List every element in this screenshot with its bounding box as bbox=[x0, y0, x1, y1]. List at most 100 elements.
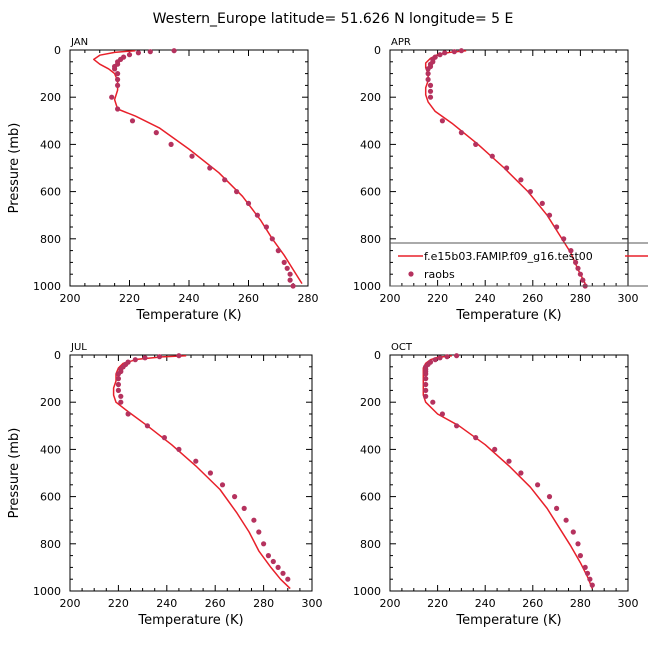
raobs-point bbox=[580, 277, 586, 283]
y-tick-label: 200 bbox=[40, 91, 61, 104]
x-tick-label: 300 bbox=[618, 597, 639, 610]
panels: JAN 200 220 240 260 280 0 200 400 600 800 1000 Tempe… bbox=[7, 37, 648, 628]
raobs-point bbox=[261, 541, 267, 547]
x-tick-label: 260 bbox=[205, 597, 226, 610]
raobs-point bbox=[527, 189, 534, 195]
y-axis-label: Pressure (mb) bbox=[7, 428, 22, 519]
raobs-point bbox=[270, 558, 276, 565]
raobs-point bbox=[518, 177, 524, 183]
raobs-point bbox=[489, 153, 495, 159]
raobs-point bbox=[492, 446, 498, 452]
raobs-point bbox=[115, 381, 121, 388]
raobs-point bbox=[287, 271, 293, 277]
raobs-point bbox=[575, 541, 581, 547]
x-tick-label: 260 bbox=[522, 292, 543, 305]
raobs-point bbox=[584, 570, 591, 576]
x-tick-label: 200 bbox=[60, 597, 81, 610]
raobs-point bbox=[125, 411, 131, 417]
y-tick-label: 600 bbox=[360, 491, 381, 504]
raobs-point bbox=[207, 165, 213, 171]
raobs-point bbox=[437, 355, 443, 361]
raobs-point bbox=[425, 76, 431, 83]
raobs-point bbox=[442, 50, 448, 56]
raobs-point bbox=[256, 529, 262, 535]
y-tick-label: 0 bbox=[54, 349, 61, 362]
panel-label: JAN bbox=[70, 37, 88, 48]
raobs-point bbox=[423, 371, 429, 377]
x-tick-label: 220 bbox=[427, 292, 448, 305]
raobs-point bbox=[425, 71, 431, 77]
x-axis-label: Temperature (K) bbox=[137, 613, 243, 628]
x-tick-label: 220 bbox=[108, 597, 129, 610]
raobs-point bbox=[546, 494, 553, 500]
raobs-point bbox=[568, 248, 574, 254]
raobs-point bbox=[287, 277, 293, 283]
x-tick-label: 220 bbox=[119, 292, 140, 305]
legend-obs-label: raobs bbox=[424, 268, 455, 281]
raobs-point bbox=[234, 189, 240, 195]
raobs-point bbox=[263, 224, 269, 230]
x-tick-label: 220 bbox=[427, 597, 448, 610]
y-tick-label: 600 bbox=[40, 491, 61, 504]
raobs-point bbox=[118, 399, 124, 405]
y-tick-label: 400 bbox=[40, 138, 61, 151]
raobs-point bbox=[135, 50, 141, 56]
raobs-point bbox=[518, 470, 524, 476]
raobs-point bbox=[109, 94, 115, 100]
raobs-point bbox=[115, 106, 121, 112]
raobs-point bbox=[437, 52, 443, 58]
y-tick-label: 800 bbox=[40, 538, 61, 551]
raobs-point bbox=[539, 200, 545, 206]
y-tick-label: 600 bbox=[40, 186, 61, 199]
raobs-point bbox=[171, 48, 177, 54]
y-tick-label: 400 bbox=[360, 138, 381, 151]
x-axis-label: Temperature (K) bbox=[455, 308, 561, 323]
panel-jan: JAN 200 220 240 260 280 0 200 400 600 800 1000 Tempe… bbox=[7, 37, 319, 323]
raobs-point bbox=[430, 399, 436, 405]
raobs-point bbox=[280, 570, 286, 576]
raobs-point bbox=[570, 529, 576, 535]
x-tick-label: 300 bbox=[618, 292, 639, 305]
raobs-point bbox=[546, 212, 553, 218]
y-axis-label: Pressure (mb) bbox=[7, 123, 22, 214]
plot-frame bbox=[69, 49, 309, 287]
x-tick-label: 200 bbox=[380, 597, 401, 610]
y-tick-label: 400 bbox=[40, 443, 61, 456]
raobs-point bbox=[147, 49, 153, 55]
raobs-point bbox=[115, 71, 121, 77]
raobs-point bbox=[118, 393, 124, 399]
plot-frame bbox=[69, 354, 313, 592]
panel-label: OCT bbox=[391, 342, 413, 353]
x-tick-label: 240 bbox=[179, 292, 200, 305]
x-tick-label: 280 bbox=[570, 597, 591, 610]
x-tick-label: 240 bbox=[475, 292, 496, 305]
x-tick-label: 260 bbox=[522, 597, 543, 610]
y-tick-label: 1000 bbox=[353, 280, 381, 293]
raobs-point bbox=[423, 376, 429, 382]
model-profile-line bbox=[112, 354, 291, 590]
raobs-point bbox=[451, 49, 457, 55]
raobs-point bbox=[454, 353, 460, 359]
y-tick-label: 0 bbox=[374, 44, 381, 57]
x-tick-label: 300 bbox=[302, 597, 323, 610]
raobs-point bbox=[427, 94, 434, 100]
raobs-point bbox=[473, 141, 479, 147]
x-tick-label: 200 bbox=[380, 292, 401, 305]
raobs-point bbox=[241, 505, 247, 511]
raobs-point bbox=[587, 576, 593, 582]
raobs-point bbox=[193, 458, 199, 464]
raobs-point bbox=[506, 458, 512, 464]
x-tick-label: 260 bbox=[238, 292, 259, 305]
raobs-point bbox=[281, 259, 287, 265]
raobs-point bbox=[575, 265, 581, 271]
raobs-point bbox=[473, 435, 479, 441]
raobs-point bbox=[153, 130, 159, 136]
panel-jul: JUL 200 220 240 260 280 300 0 200 400 600 800 1000 Te… bbox=[7, 342, 323, 628]
raobs-point bbox=[269, 236, 275, 242]
y-tick-label: 1000 bbox=[33, 280, 61, 293]
raobs-point bbox=[425, 66, 431, 72]
raobs-point bbox=[115, 371, 121, 377]
raobs-point bbox=[222, 177, 228, 183]
raobs-point bbox=[207, 470, 213, 476]
